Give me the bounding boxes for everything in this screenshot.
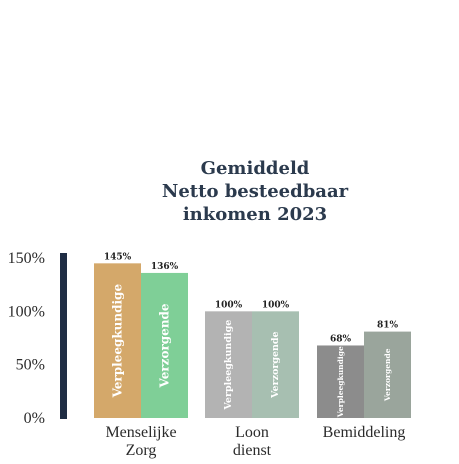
data-label: 100%: [262, 300, 290, 310]
category-label: dienst: [233, 442, 272, 459]
chart-title-line: inkomen 2023: [183, 204, 327, 225]
data-label: 145%: [104, 252, 132, 262]
data-label: 68%: [330, 334, 352, 344]
bar: [317, 345, 364, 418]
bar: [94, 263, 141, 418]
category-label: Menselijke: [105, 424, 176, 441]
series-label: Verzorgende: [158, 303, 172, 388]
chart-title-line: Netto besteedbaar: [162, 181, 349, 202]
chart-title-line: Gemiddeld: [201, 158, 310, 179]
y-tick-label: 0%: [24, 410, 45, 427]
series-label: Verpleegkundige: [336, 346, 345, 418]
bar: [252, 311, 299, 418]
category-label: Loon: [235, 424, 269, 441]
series-label: Verzorgende: [383, 348, 392, 402]
series-label: Verzorgende: [270, 331, 281, 399]
y-tick-label: 100%: [8, 303, 45, 320]
bar: [364, 331, 411, 418]
data-label: 136%: [151, 262, 179, 272]
y-tick-label: 50%: [16, 357, 45, 374]
category-label: Zorg: [126, 442, 157, 459]
y-axis-bar: [60, 253, 67, 419]
series-label: Verpleegkundige: [223, 320, 234, 411]
y-tick-label: 150%: [8, 250, 45, 267]
bar: [205, 311, 252, 418]
data-label: 100%: [215, 300, 243, 310]
data-label: 81%: [377, 321, 399, 331]
series-label: Verpleegkundige: [111, 284, 125, 399]
bar: [141, 272, 188, 418]
category-label: Bemiddeling: [323, 424, 406, 441]
